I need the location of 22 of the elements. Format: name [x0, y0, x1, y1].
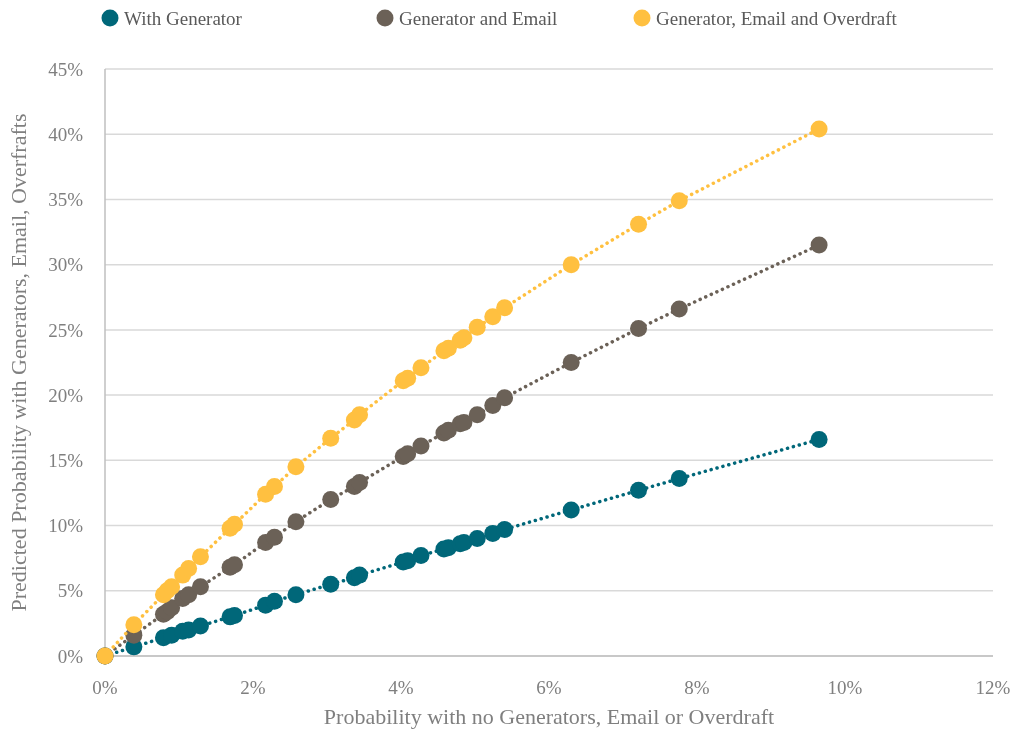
x-axis-title: Probability with no Generators, Email or Overdraft [323, 704, 775, 729]
legend-label: Generator and Email [399, 7, 558, 29]
y-axis-title: Predicted Probability with Generators, Email, Overfrafts [6, 113, 31, 612]
x-tick-label: 6% [536, 677, 562, 698]
legend-label: With Generator [124, 7, 243, 29]
x-tick-label: 10% [827, 677, 863, 698]
y-tick-label: 45% [48, 58, 84, 80]
x-tick-label: 8% [684, 677, 710, 698]
y-tick-label: 5% [57, 580, 84, 602]
y-tick-label: 20% [48, 384, 84, 406]
y-tick-label: 35% [48, 189, 84, 211]
x-tick-label: 12% [975, 677, 1011, 698]
legend-label: Generator, Email and Overdraft [656, 7, 898, 29]
y-tick-label: 40% [48, 123, 84, 145]
y-tick-label: 15% [48, 449, 84, 471]
y-tick-label: 0% [57, 645, 84, 667]
y-tick-label: 25% [48, 319, 84, 341]
y-tick-label: 30% [48, 254, 84, 276]
x-tick-label: 4% [388, 677, 414, 698]
x-tick-label: 0% [92, 677, 118, 698]
y-tick-label: 10% [48, 515, 84, 537]
x-tick-label: 2% [240, 677, 266, 698]
